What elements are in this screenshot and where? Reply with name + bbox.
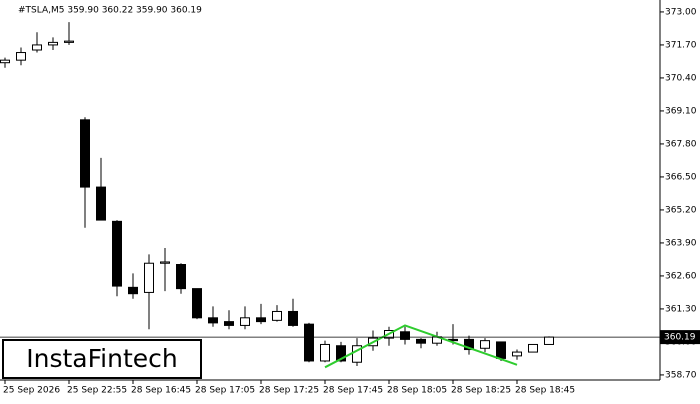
x-tick-label: 28 Sep 18:05 [387, 386, 447, 396]
x-tick-label: 28 Sep 17:05 [195, 386, 255, 396]
candle-body [480, 340, 490, 349]
y-tick-label: 371.70 [665, 40, 697, 50]
chart-title: #TSLA,M5 359.90 360.22 359.90 360.19 [18, 6, 202, 16]
x-tick-label: 28 Sep 18:45 [515, 386, 575, 396]
candle-body [400, 331, 410, 340]
y-tick-label: 365.20 [665, 205, 697, 215]
candle-body [208, 317, 218, 324]
candle-body [160, 261, 170, 264]
last-price-box [660, 330, 700, 345]
candle-body [320, 343, 330, 362]
candle-body [256, 317, 266, 323]
candle-body [128, 286, 138, 295]
candle-body [240, 317, 250, 326]
candle-body [64, 40, 74, 43]
candle-body [112, 220, 122, 287]
candle-body [176, 264, 186, 290]
candle-body [288, 310, 298, 326]
x-tick-label: 28 Sep 17:45 [323, 386, 383, 396]
y-tick-label: 361.30 [665, 304, 697, 314]
candle-body [528, 343, 538, 353]
candle-body [192, 288, 202, 319]
candle-body [512, 351, 522, 357]
y-tick-label: 358.70 [665, 370, 697, 380]
logo: InstaFintech [26, 344, 178, 373]
candle-body [16, 52, 26, 61]
candle-body [544, 336, 554, 345]
y-tick-label: 370.40 [665, 73, 697, 83]
candle-body [96, 186, 106, 221]
candle-body [416, 338, 426, 344]
y-tick-label: 367.80 [665, 139, 697, 149]
x-tick-label: 25 Sep 22:55 [67, 386, 127, 396]
x-tick-label: 25 Sep 2026 [3, 386, 60, 396]
candle-body [496, 341, 506, 359]
y-tick-label: 363.90 [665, 238, 697, 248]
candle-body [144, 262, 154, 293]
candle-body [80, 119, 90, 188]
x-tick-label: 28 Sep 16:45 [131, 386, 191, 396]
candle-body [0, 59, 10, 64]
x-tick-label: 28 Sep 17:25 [259, 386, 319, 396]
candle-body [224, 321, 234, 326]
y-tick-label: 373.00 [665, 7, 697, 17]
y-tick-label: 366.50 [665, 172, 697, 182]
logo-box [2, 339, 202, 379]
candle-body [464, 338, 474, 351]
candle-body [272, 310, 282, 321]
y-tick-label: 369.10 [665, 106, 697, 116]
candle-body [32, 44, 42, 51]
y-tick-label: 362.60 [665, 271, 697, 281]
pattern-line [324, 324, 518, 369]
x-tick-label: 28 Sep 18:25 [451, 386, 511, 396]
candle-body [304, 323, 314, 362]
candle-body [48, 41, 58, 46]
last-price-label: 360.19 [664, 333, 696, 343]
candle-body [336, 345, 346, 362]
